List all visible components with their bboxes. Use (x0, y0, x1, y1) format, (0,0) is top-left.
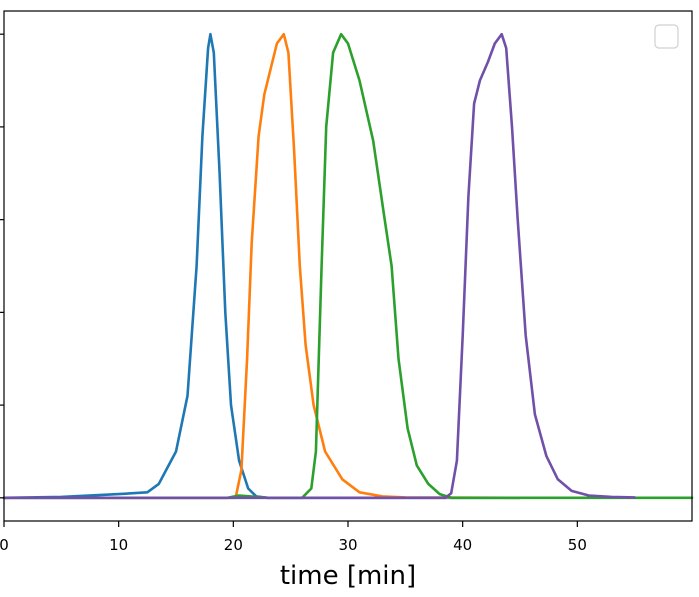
x-axis: 0 10 20 30 40 50 (0, 521, 587, 554)
x-tick-label: 30 (338, 536, 357, 554)
series-line-4 (2, 32, 637, 500)
series-line-3 (2, 32, 694, 500)
plot-frame (3, 10, 693, 522)
plot-area (2, 32, 694, 500)
x-tick-label: 40 (453, 536, 472, 554)
series-line-1 (2, 32, 522, 500)
x-axis-label: time [min] (280, 561, 416, 591)
series-line-2 (2, 32, 522, 500)
legend-box (654, 24, 679, 49)
x-tick-label: 20 (224, 536, 243, 554)
x-tick-label: 0 (0, 536, 9, 554)
x-tick-label: 10 (109, 536, 128, 554)
y-axis (0, 33, 4, 499)
x-tick-label: 50 (568, 536, 587, 554)
